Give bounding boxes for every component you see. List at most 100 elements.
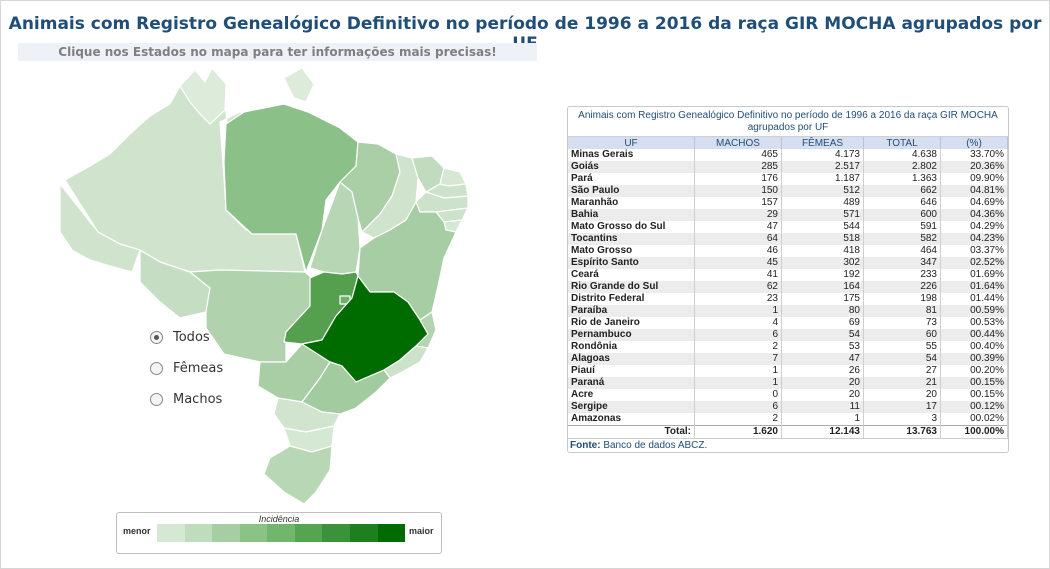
cell-value: 176	[694, 173, 782, 185]
cell-value: 00.44%	[940, 329, 1008, 341]
brazil-map	[59, 67, 469, 505]
table-row: Amazonas 2 1 3 00.02%	[568, 413, 1008, 426]
radio-todos[interactable]: Todos	[150, 322, 223, 353]
cell-value: 347	[863, 257, 941, 269]
legend-swatch	[184, 524, 213, 542]
cell-value: 1.187	[781, 173, 864, 185]
map-legend: Incidência menor maior	[116, 512, 442, 554]
cell-value: 192	[781, 269, 864, 281]
cell-value: 1	[781, 413, 864, 426]
cell-uf: Amazonas	[568, 413, 695, 426]
radio-machos[interactable]: Machos	[150, 384, 223, 415]
table-header-row: UF MACHOS FÊMEAS TOTAL (%)	[568, 137, 1008, 149]
radio-femeas-circle-icon[interactable]	[150, 362, 163, 375]
cell-uf: Paraíba	[568, 305, 695, 317]
table-row: Pará 176 1.187 1.363 09.90%	[568, 173, 1008, 185]
radio-todos-circle-icon[interactable]	[150, 331, 163, 344]
table-row: Minas Gerais 465 4.173 4.638 33.70%	[568, 149, 1008, 161]
cell-value: 21	[863, 377, 941, 389]
cell-value: 53	[781, 341, 864, 353]
cell-value: 64	[694, 233, 782, 245]
cell-value: 198	[863, 293, 941, 305]
header-percent: (%)	[940, 137, 1008, 149]
cell-value: 26	[781, 365, 864, 377]
table-row: Rio Grande do Sul 62 164 226 01.64%	[568, 281, 1008, 293]
cell-value: 00.59%	[940, 305, 1008, 317]
cell-value: 571	[781, 209, 864, 221]
cell-value: 544	[781, 221, 864, 233]
total-value: 13.763	[863, 425, 941, 438]
radio-machos-circle-icon[interactable]	[150, 393, 163, 406]
cell-value: 62	[694, 281, 782, 293]
cell-value: 54	[781, 329, 864, 341]
state-pa[interactable]	[223, 103, 359, 273]
cell-value: 302	[781, 257, 864, 269]
legend-swatch	[294, 524, 323, 542]
table-row: Bahia 29 571 600 04.36%	[568, 209, 1008, 221]
cell-uf: Mato Grosso	[568, 245, 695, 257]
legend-color-scale	[157, 524, 406, 542]
cell-uf: Ceará	[568, 269, 695, 281]
cell-value: 2.802	[863, 161, 941, 173]
legend-swatch	[212, 524, 240, 542]
legend-title: Incidência	[258, 514, 300, 524]
cell-value: 157	[694, 197, 782, 209]
table-row: Tocantins 64 518 582 04.23%	[568, 233, 1008, 245]
cell-value: 164	[781, 281, 864, 293]
cell-value: 175	[781, 293, 864, 305]
state-rn[interactable]	[439, 167, 467, 187]
state-ap[interactable]	[283, 67, 315, 103]
filter-radio-group: Todos Fêmeas Machos	[150, 322, 223, 415]
cell-value: 00.02%	[940, 413, 1008, 426]
radio-machos-label: Machos	[173, 392, 223, 407]
legend-swatch	[322, 524, 350, 542]
state-rj[interactable]	[383, 345, 429, 379]
legend-max-label: maior	[409, 526, 434, 536]
legend-swatch	[267, 524, 295, 542]
cell-value: 23	[694, 293, 782, 305]
cell-value: 465	[694, 149, 782, 161]
header-femeas: FÊMEAS	[781, 137, 864, 149]
cell-value: 29	[694, 209, 782, 221]
table-source: Fonte: Banco de dados ABCZ.	[568, 438, 1008, 452]
cell-value: 2.517	[781, 161, 864, 173]
cell-value: 20	[781, 389, 864, 401]
total-value: 1.620	[694, 425, 782, 438]
table-row: Rio de Janeiro 4 69 73 00.53%	[568, 317, 1008, 329]
cell-value: 09.90%	[940, 173, 1008, 185]
cell-value: 81	[863, 305, 941, 317]
cell-value: 00.53%	[940, 317, 1008, 329]
cell-uf: Tocantins	[568, 233, 695, 245]
cell-value: 418	[781, 245, 864, 257]
cell-uf: Bahia	[568, 209, 695, 221]
cell-value: 591	[863, 221, 941, 233]
state-rs[interactable]	[263, 445, 333, 505]
cell-value: 04.81%	[940, 185, 1008, 197]
cell-value: 0	[694, 389, 782, 401]
total-value: 100.00%	[940, 425, 1008, 438]
radio-femeas-label: Fêmeas	[173, 361, 224, 376]
state-ac[interactable]	[59, 183, 141, 273]
cell-value: 00.40%	[940, 341, 1008, 353]
cell-value: 60	[863, 329, 941, 341]
cell-value: 01.44%	[940, 293, 1008, 305]
cell-uf: Distrito Federal	[568, 293, 695, 305]
state-rr[interactable]	[179, 67, 227, 125]
cell-value: 27	[863, 365, 941, 377]
cell-value: 00.15%	[940, 377, 1008, 389]
cell-value: 47	[694, 221, 782, 233]
table-row: Alagoas 7 47 54 00.39%	[568, 353, 1008, 365]
cell-uf: Pernambuco	[568, 329, 695, 341]
radio-femeas[interactable]: Fêmeas	[150, 353, 223, 384]
cell-value: 03.37%	[940, 245, 1008, 257]
cell-uf: Rio Grande do Sul	[568, 281, 695, 293]
cell-value: 41	[694, 269, 782, 281]
header-machos: MACHOS	[694, 137, 782, 149]
cell-value: 1.363	[863, 173, 941, 185]
total-label: Total:	[568, 425, 695, 438]
cell-uf: São Paulo	[568, 185, 695, 197]
cell-value: 02.52%	[940, 257, 1008, 269]
cell-value: 20.36%	[940, 161, 1008, 173]
cell-uf: Rio de Janeiro	[568, 317, 695, 329]
cell-uf: Paraná	[568, 377, 695, 389]
